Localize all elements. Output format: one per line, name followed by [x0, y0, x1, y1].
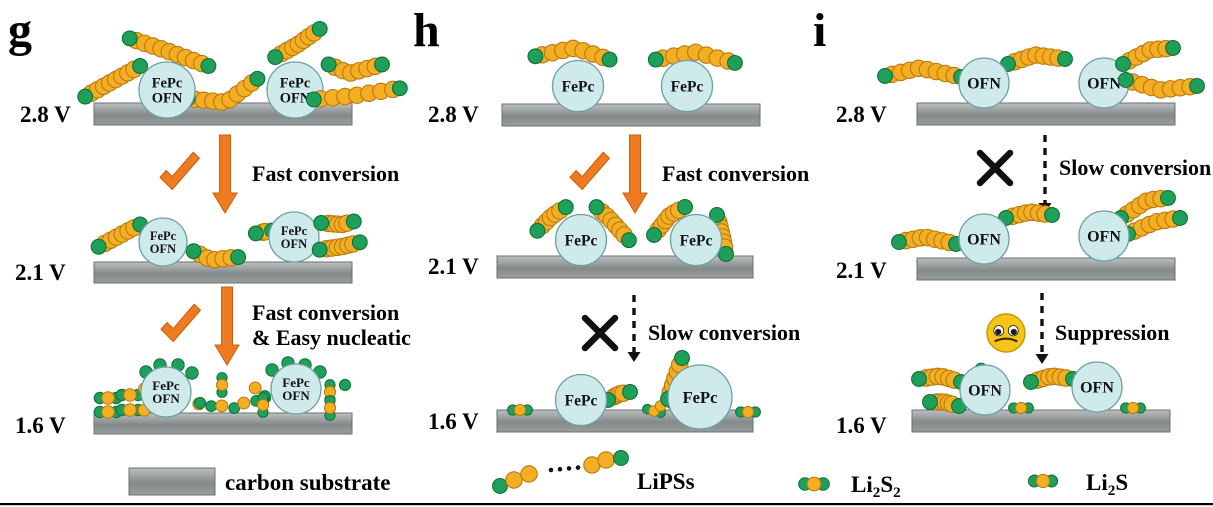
svg-text:OFN: OFN — [968, 383, 1002, 400]
svg-text:OFN: OFN — [150, 242, 176, 256]
svg-text:Fast conversion: Fast conversion — [662, 161, 809, 186]
svg-text:i: i — [813, 4, 826, 57]
svg-text:1.6 V: 1.6 V — [836, 413, 887, 438]
svg-text:g: g — [8, 4, 32, 57]
svg-text:1.6 V: 1.6 V — [428, 409, 479, 434]
svg-text:OFN: OFN — [152, 90, 183, 106]
svg-text:FePc: FePc — [562, 78, 595, 95]
svg-text:LiPSs: LiPSs — [637, 469, 695, 494]
svg-text:2.1 V: 2.1 V — [428, 254, 479, 279]
svg-text:2.1 V: 2.1 V — [15, 260, 66, 285]
svg-text:Fast conversion: Fast conversion — [252, 300, 399, 325]
svg-text:Fast conversion: Fast conversion — [252, 161, 399, 186]
svg-text:OFN: OFN — [152, 391, 180, 406]
svg-text:2.8 V: 2.8 V — [20, 102, 71, 127]
svg-text:FePc: FePc — [683, 388, 718, 407]
svg-text:FePc: FePc — [680, 232, 713, 249]
svg-text:OFN: OFN — [1080, 380, 1114, 397]
svg-text:h: h — [413, 4, 440, 57]
svg-text:Suppression: Suppression — [1055, 320, 1170, 345]
svg-text:2.1 V: 2.1 V — [836, 258, 887, 283]
svg-text:OFN: OFN — [281, 237, 307, 251]
svg-text:carbon substrate: carbon substrate — [225, 470, 390, 495]
svg-text:2.8 V: 2.8 V — [836, 102, 887, 127]
svg-text:FePc: FePc — [565, 232, 598, 249]
svg-text:2.8 V: 2.8 V — [428, 102, 479, 127]
svg-text:OFN: OFN — [1087, 76, 1121, 93]
svg-text:Li2S: Li2S — [1086, 470, 1128, 499]
svg-text:FePc: FePc — [565, 392, 598, 409]
svg-text:FePc: FePc — [280, 76, 311, 92]
svg-text:FePc: FePc — [152, 76, 183, 92]
svg-text:OFN: OFN — [282, 388, 310, 403]
svg-text:Slow conversion: Slow conversion — [1059, 155, 1211, 180]
svg-text:Li2S2: Li2S2 — [851, 472, 901, 501]
svg-text:FePc: FePc — [671, 78, 704, 95]
svg-text:& Easy nucleatic: & Easy nucleatic — [252, 325, 411, 350]
svg-text:OFN: OFN — [1087, 229, 1121, 246]
svg-text:OFN: OFN — [967, 232, 1001, 249]
svg-text:1.6 V: 1.6 V — [15, 413, 66, 438]
svg-text:Slow conversion: Slow conversion — [648, 320, 800, 345]
svg-text:OFN: OFN — [967, 76, 1001, 93]
